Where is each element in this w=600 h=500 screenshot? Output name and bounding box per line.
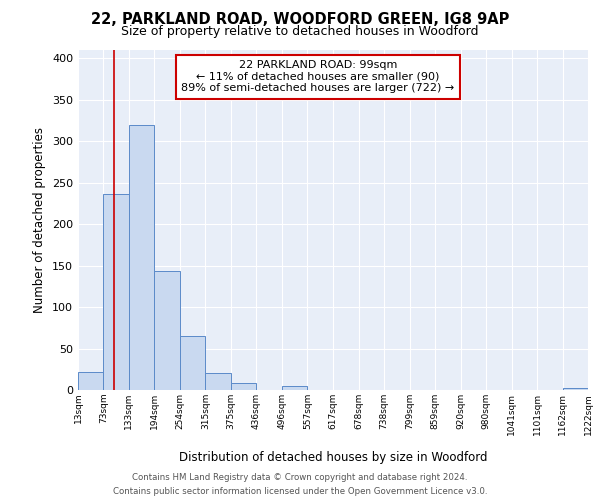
Bar	[205, 372, 231, 390]
Bar	[179, 336, 205, 390]
Bar	[563, 388, 588, 390]
Bar	[231, 384, 256, 390]
Text: 22, PARKLAND ROAD, WOODFORD GREEN, IG8 9AP: 22, PARKLAND ROAD, WOODFORD GREEN, IG8 9…	[91, 12, 509, 28]
Text: Distribution of detached houses by size in Woodford: Distribution of detached houses by size …	[179, 451, 487, 464]
Bar	[78, 372, 103, 390]
Text: Contains HM Land Registry data © Crown copyright and database right 2024.: Contains HM Land Registry data © Crown c…	[132, 473, 468, 482]
Text: 22 PARKLAND ROAD: 99sqm
← 11% of detached houses are smaller (90)
89% of semi-de: 22 PARKLAND ROAD: 99sqm ← 11% of detache…	[181, 60, 454, 94]
Bar	[154, 270, 179, 390]
Bar	[103, 194, 128, 390]
Bar	[282, 386, 307, 390]
Bar	[128, 124, 154, 390]
Text: Size of property relative to detached houses in Woodford: Size of property relative to detached ho…	[121, 25, 479, 38]
Text: Contains public sector information licensed under the Open Government Licence v3: Contains public sector information licen…	[113, 486, 487, 496]
Y-axis label: Number of detached properties: Number of detached properties	[34, 127, 46, 313]
